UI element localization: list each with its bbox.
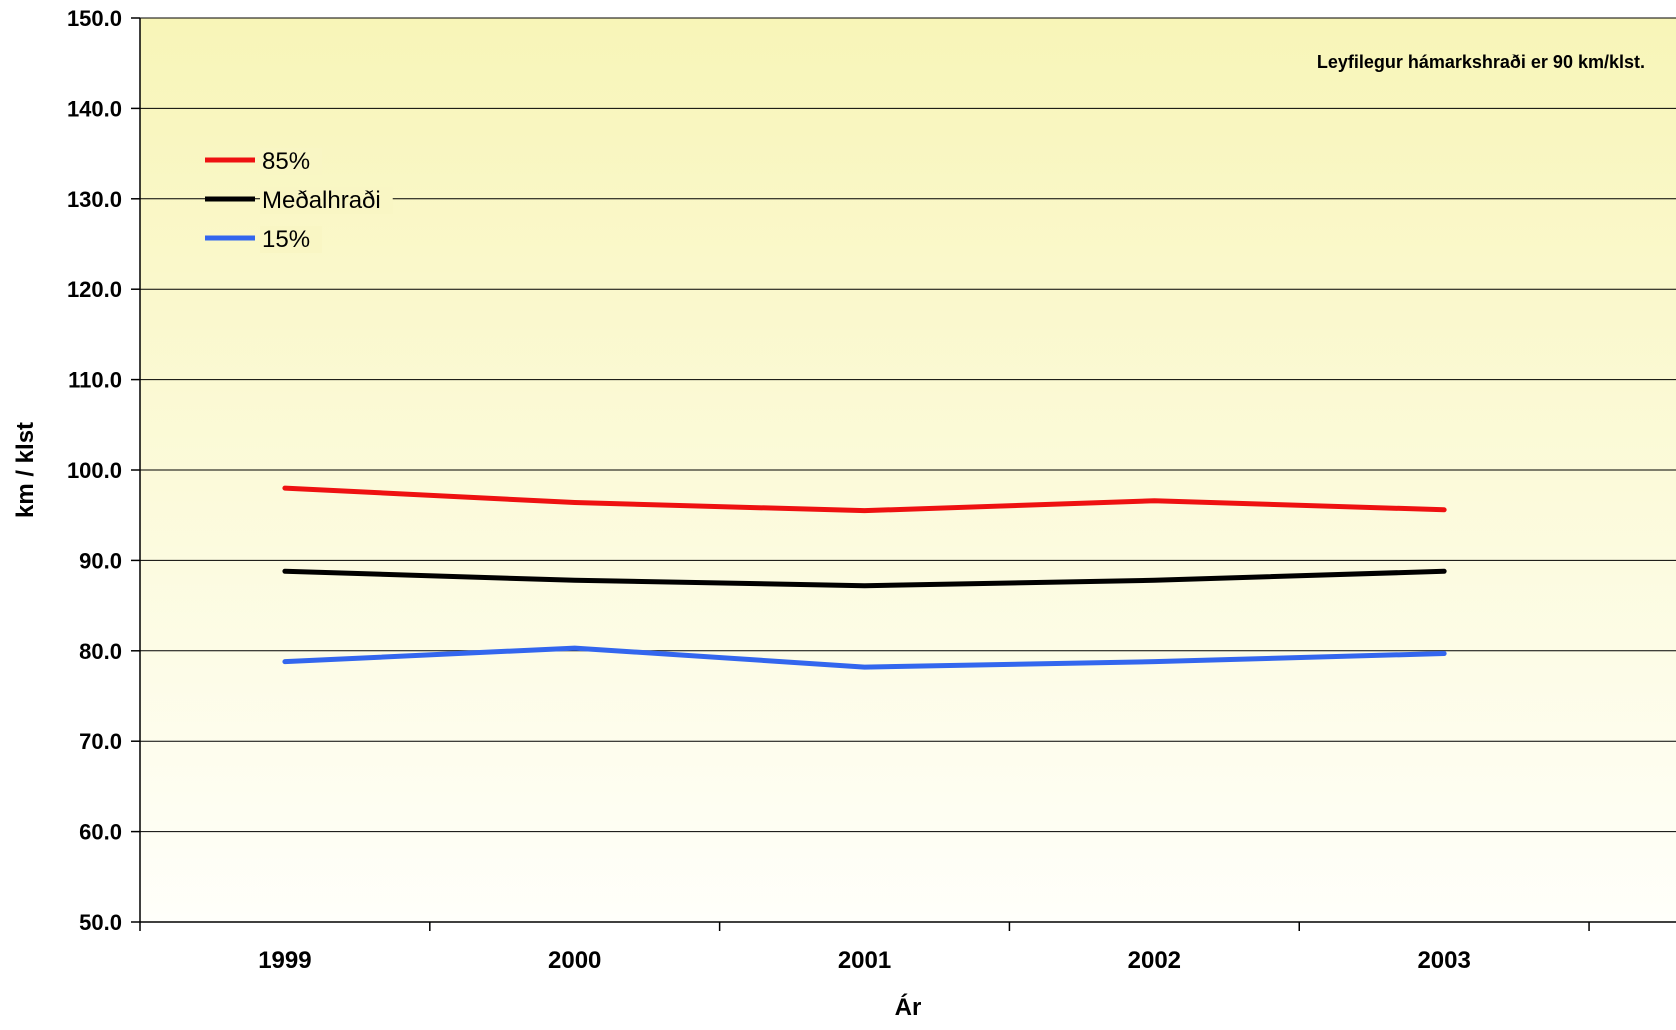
x-tick-label: 1999 <box>258 947 311 974</box>
y-tick-label: 60.0 <box>79 820 122 845</box>
x-tick-label: 2002 <box>1128 947 1181 974</box>
legend-label: Meðalhraði <box>262 187 381 214</box>
y-tick-label: 90.0 <box>79 548 122 573</box>
x-tick-label: 2001 <box>838 947 891 974</box>
y-tick-label: 120.0 <box>67 277 122 302</box>
legend-label: 15% <box>262 226 310 253</box>
y-tick-label: 50.0 <box>79 910 122 935</box>
y-tick-label: 140.0 <box>67 96 122 121</box>
x-tick-label: 2000 <box>548 947 601 974</box>
x-axis-title: Ár <box>895 993 922 1021</box>
y-tick-label: 110.0 <box>68 368 122 393</box>
legend-label: 85% <box>262 148 310 175</box>
x-tick-label: 2003 <box>1417 947 1470 974</box>
y-tick-label: 150.0 <box>67 6 122 31</box>
y-tick-label: 130.0 <box>67 187 122 212</box>
y-tick-label: 70.0 <box>79 729 122 754</box>
y-tick-label: 80.0 <box>79 639 122 664</box>
speed-limit-annotation: Leyfilegur hámarkshraði er 90 km/klst. <box>1317 52 1645 72</box>
y-axis-title: km / klst <box>12 422 39 518</box>
y-tick-label: 100.0 <box>67 458 122 483</box>
